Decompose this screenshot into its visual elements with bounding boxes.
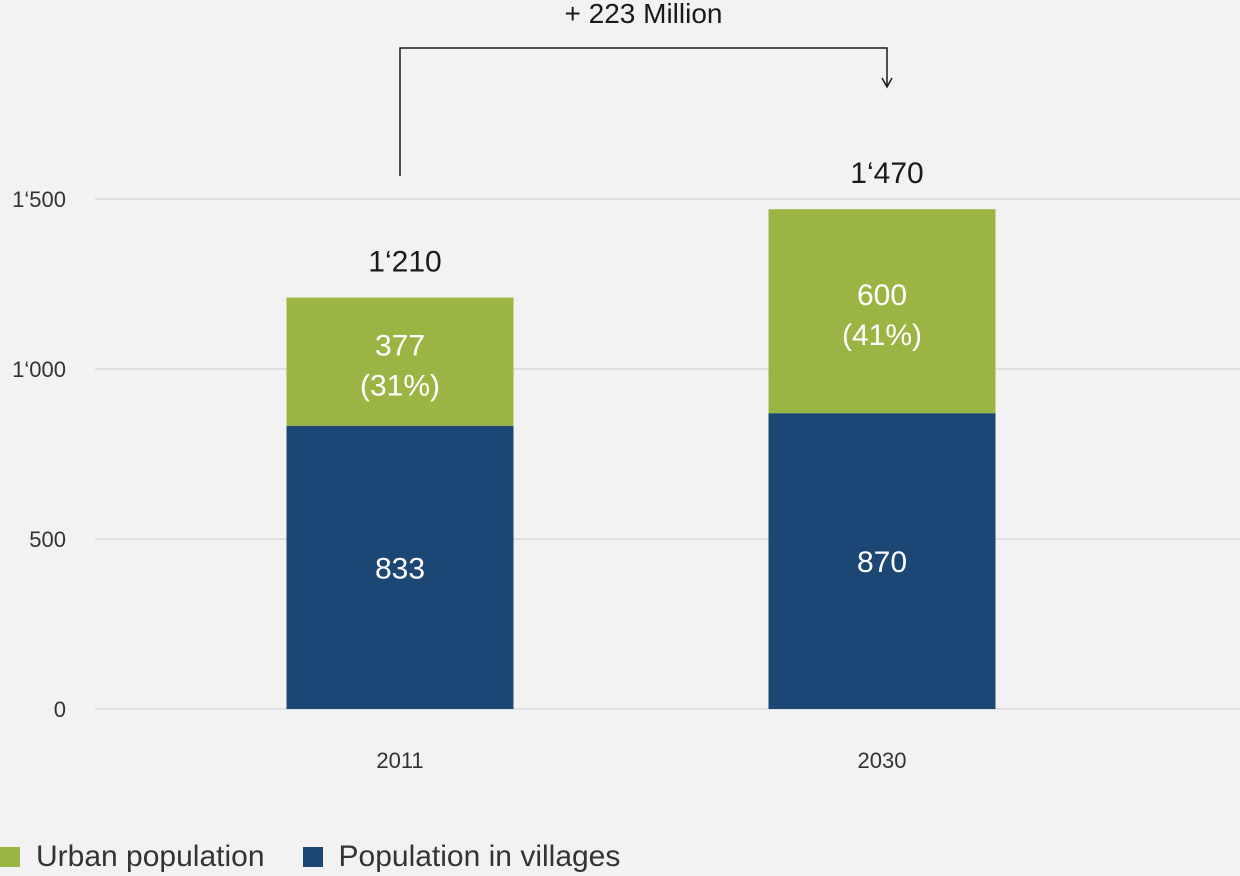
annotation-label: + 223 Million	[565, 0, 723, 29]
bar-villages-2011	[286, 425, 514, 709]
data-label-villages-2011: 833	[375, 552, 425, 585]
x-tick-label-2030: 2030	[858, 748, 907, 773]
bar-urban-2011	[286, 297, 514, 426]
stacked-bar-chart: 0 500 1‘000 1‘500 833 377 (31%) 1‘210 2011 870 600…	[12, 0, 1240, 773]
annotation-arrow-icon	[881, 77, 893, 89]
total-label-2030: 1‘470	[850, 157, 923, 190]
legend-label-urban: Urban population	[36, 840, 265, 873]
legend-item-urban: Urban population	[0, 840, 265, 874]
y-tick-label-500: 500	[29, 527, 66, 552]
legend-swatch-urban	[0, 847, 20, 867]
bar-villages-2030	[768, 413, 996, 709]
data-label-urban-share-2030: (41%)	[842, 319, 922, 352]
y-tick-label-1500: 1‘500	[12, 187, 66, 212]
legend-label-villages: Population in villages	[338, 840, 621, 873]
bar-urban-2030	[768, 209, 996, 414]
legend: Urban population Population in villages	[0, 838, 658, 876]
x-tick-label-2011: 2011	[376, 748, 423, 773]
y-tick-label-1000: 1‘000	[12, 357, 66, 382]
data-label-urban-share-2011: (31%)	[360, 370, 440, 403]
data-label-urban-2030: 600	[857, 279, 907, 312]
legend-swatch-villages	[302, 847, 323, 867]
annotation-bracket	[399, 47, 888, 176]
legend-item-villages: Population in villages	[302, 840, 621, 874]
data-label-urban-2011: 377	[375, 330, 425, 363]
data-label-villages-2030: 870	[857, 546, 907, 579]
y-tick-label-0: 0	[54, 697, 66, 722]
total-label-2011: 1‘210	[368, 246, 441, 279]
